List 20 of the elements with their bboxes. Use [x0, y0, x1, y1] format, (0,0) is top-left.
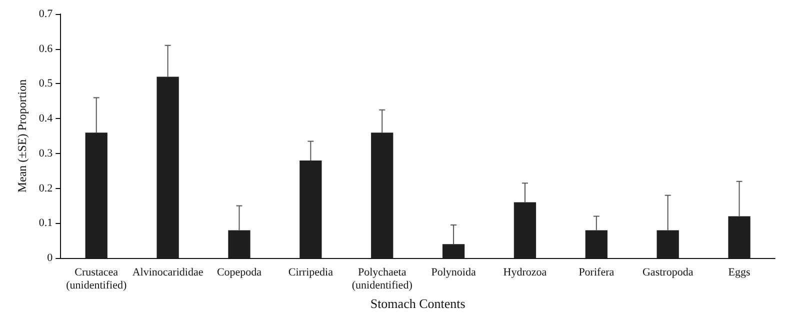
y-tick-label: 0.5: [38, 78, 54, 90]
y-tick-label: 0.2: [38, 182, 53, 194]
y-axis-title: Mean (±SE) Proportion: [15, 79, 29, 193]
x-tick-label: Polynoida: [431, 266, 476, 279]
x-tick-label: Hydrozoa: [503, 266, 547, 279]
x-tick-label: Alvinocarididae: [132, 266, 204, 279]
x-tick-label: Porifera: [578, 266, 614, 279]
x-tick-label: Crustacea (unidentified): [66, 266, 127, 292]
y-tick-label: 0.1: [38, 217, 53, 230]
y-tick-label: 0: [47, 252, 54, 264]
x-axis-title: Stomach Contents: [370, 296, 466, 311]
x-tick-label: Polychaeta (unidentified): [352, 266, 413, 292]
y-tick-label: 0.6: [38, 42, 54, 55]
x-tick-label: Eggs: [728, 266, 750, 279]
y-tick-label: 0.7: [38, 8, 54, 20]
x-tick-label: Gastropoda: [642, 266, 694, 279]
y-tick-label: 0.4: [38, 112, 54, 125]
y-tick-label: 0.3: [38, 147, 54, 160]
x-tick-label: Cirripedia: [288, 266, 334, 279]
x-tick-label: Copepoda: [216, 266, 262, 279]
